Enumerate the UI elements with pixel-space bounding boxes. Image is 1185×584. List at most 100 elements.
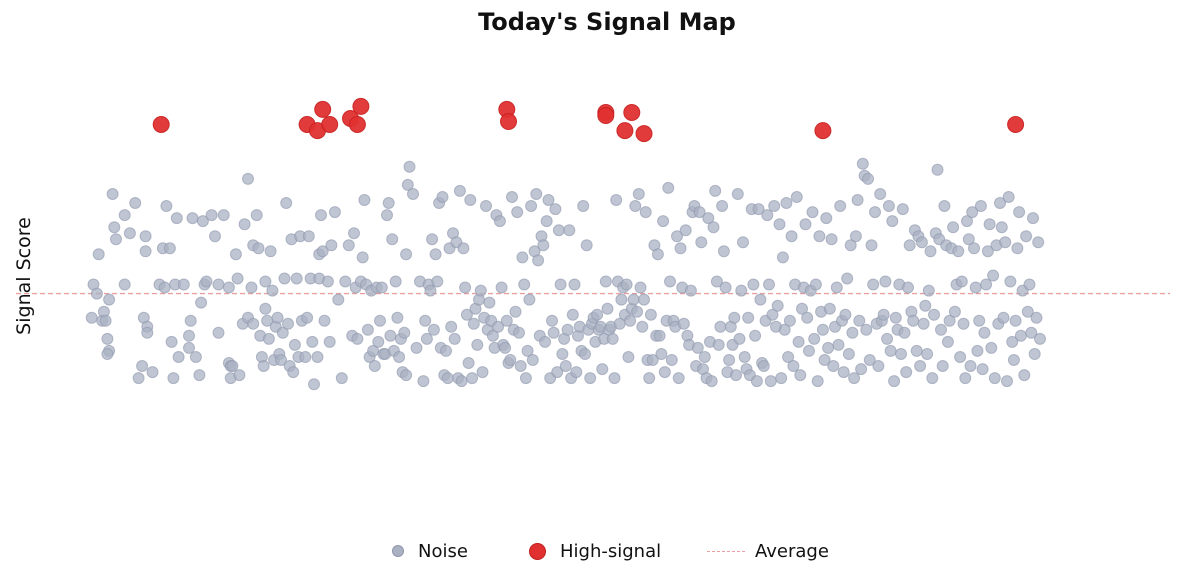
noise-point — [657, 215, 670, 228]
noise-point — [525, 200, 538, 212]
noise-point — [693, 206, 706, 219]
noise-point — [212, 326, 225, 339]
noise-point — [599, 275, 612, 288]
noise-point — [1034, 332, 1046, 345]
noise-point — [431, 275, 444, 288]
noise-point — [849, 230, 862, 243]
noise-point — [827, 360, 840, 372]
noise-point — [323, 335, 336, 348]
noise-point — [146, 366, 159, 379]
noise-point — [627, 293, 640, 306]
noise-point — [917, 317, 930, 330]
noise-point — [580, 239, 593, 252]
noise-point — [877, 308, 890, 321]
noise-point — [393, 351, 406, 363]
noise-point — [486, 329, 499, 342]
noise-point — [874, 188, 887, 200]
noise-point — [226, 360, 239, 372]
noise-point — [796, 302, 808, 315]
noise-point — [183, 329, 195, 342]
noise-point — [773, 218, 786, 231]
noise-point — [1007, 354, 1020, 366]
noise-point — [231, 272, 244, 285]
noise-point — [356, 251, 369, 264]
noise-point — [381, 209, 393, 222]
noise-point — [672, 372, 685, 385]
noise-point — [495, 281, 508, 294]
noise-point — [915, 236, 928, 249]
noise-point — [615, 293, 628, 306]
noise-point — [830, 281, 843, 294]
noise-point — [957, 317, 970, 330]
noise-point — [483, 296, 496, 309]
noise-point — [860, 323, 873, 336]
noise-point — [509, 305, 522, 318]
noise-point — [954, 351, 967, 363]
noise-point — [504, 354, 517, 366]
noise-point — [952, 245, 965, 258]
noise-point — [325, 239, 338, 252]
noise-point — [606, 332, 619, 345]
noise-point — [976, 363, 989, 376]
noise-point — [129, 197, 142, 209]
noise-point — [436, 191, 449, 203]
noise-point — [610, 194, 623, 206]
noise-point — [969, 281, 982, 294]
noise-point — [782, 351, 795, 363]
noise-point — [250, 209, 263, 222]
noise-point — [834, 200, 847, 212]
high-signal-point — [635, 125, 653, 143]
noise-point — [955, 275, 968, 288]
noise-point — [987, 269, 1000, 282]
noise-point — [280, 197, 293, 209]
noise-point — [368, 360, 381, 372]
noise-point — [165, 335, 178, 348]
high-signal-point — [152, 116, 170, 133]
noise-point — [464, 194, 477, 206]
noise-point — [679, 224, 692, 237]
noise-point — [691, 341, 704, 354]
noise-point — [889, 311, 902, 324]
noise-point — [1002, 191, 1015, 203]
legend-noise: Noise — [392, 538, 468, 564]
noise-point — [994, 197, 1006, 209]
noise-point — [410, 341, 423, 354]
noise-point — [738, 351, 751, 363]
high-signal-marker-icon — [529, 542, 546, 560]
noise-point — [801, 311, 814, 324]
noise-point — [922, 284, 935, 297]
noise-point — [999, 236, 1012, 249]
noise-point — [566, 308, 579, 321]
noise-point — [742, 311, 755, 324]
noise-point — [563, 224, 576, 237]
noise-point — [526, 354, 539, 366]
noise-point — [823, 302, 836, 315]
noise-point — [931, 163, 944, 176]
noise-point — [518, 278, 531, 291]
noise-point — [516, 251, 529, 264]
noise-point — [902, 281, 914, 294]
noise-point — [132, 372, 145, 385]
noise-point — [222, 281, 235, 294]
noise-point — [754, 293, 767, 306]
noise-point — [1028, 348, 1041, 360]
noise-point — [719, 281, 732, 294]
noise-point — [1030, 311, 1043, 324]
noise-point — [988, 372, 1001, 385]
noise-point — [287, 366, 300, 379]
noise-point — [229, 248, 242, 261]
noise-point — [196, 215, 209, 228]
noise-point — [959, 372, 972, 385]
noise-point — [839, 308, 852, 321]
noise-point — [1013, 206, 1026, 219]
noise-point — [103, 293, 116, 306]
noise-point — [653, 329, 666, 342]
noise-point — [865, 239, 878, 252]
noise-point — [709, 184, 722, 197]
noise-point — [1001, 375, 1013, 388]
noise-point — [841, 272, 854, 285]
noise-point — [136, 360, 149, 372]
noise-point — [869, 206, 881, 219]
noise-point — [205, 209, 218, 222]
